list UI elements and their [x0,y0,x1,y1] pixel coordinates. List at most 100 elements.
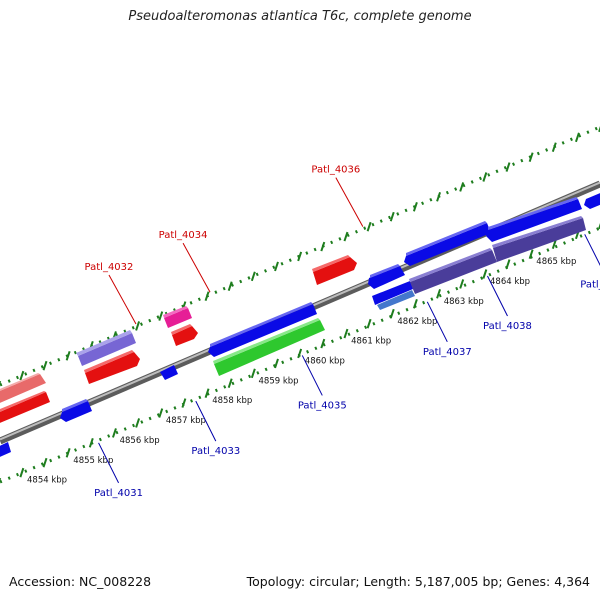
gene-feature-blue-long [404,221,491,266]
gene-label-patl-4031: Patl_4031 [94,488,143,499]
gene-label-patl-4037: Patl_4037 [423,347,472,358]
accession-text: Accession: NC_008228 [9,574,152,589]
major-tick [297,348,303,359]
gene-feature-patl-4033 [160,365,178,380]
major-tick [19,467,25,478]
gene-feature-pink [0,373,46,403]
kbp-tick-label: 4858 kbp [212,396,252,406]
gene-feature-patl-4037 [372,281,415,310]
gene-label-patl-4035: Patl_4035 [298,400,347,411]
major-tick [412,298,418,309]
gene-feature-patl-4036 [312,255,357,285]
major-tick [459,279,465,289]
gene-feature-blue [368,264,405,289]
gene-feature-red-small [171,324,198,346]
kbp-tick-label: 4860 kbp [305,357,345,367]
kbp-tick-label: 4854 kbp [27,476,67,486]
label-leader-line [108,274,137,325]
label-leader-line [98,442,120,484]
kbp-tick-label: 4861 kbp [351,337,391,347]
gene-feature-patl-4039 [492,216,586,262]
major-ticks [0,125,600,482]
gene-feature-blue-long [486,197,582,242]
kbp-tick-label: 4865 kbp [536,257,576,267]
label-leader-line [335,177,364,227]
major-tick [250,271,256,282]
map-title: Pseudoalteromonas atlantica T6c, complet… [128,9,472,24]
major-tick [42,360,48,371]
topology-text: Topology: circular; Length: 5,187,005 bp… [246,574,590,589]
gene-label-patl-4033: Patl_4033 [191,446,240,457]
kbp-tick-label: 4859 kbp [259,376,299,386]
major-tick [459,182,465,192]
major-tick [88,438,94,448]
major-tick [528,249,534,259]
label-leader-line [584,234,600,266]
kbp-tick-label: 4864 kbp [490,277,530,287]
major-tick [112,428,117,438]
major-tick [505,162,511,172]
major-tick [65,350,71,361]
major-tick [528,152,534,162]
major-tick [389,308,395,319]
kbp-tick-label: 4863 kbp [444,297,484,307]
major-tick [274,261,279,272]
gene-labels: Patl_4031 Patl_4032 Patl_4033 Patl_4034 Patl… [85,165,600,499]
major-tick [158,408,164,418]
gene-feature-blue [0,442,11,457]
major-tick [482,172,488,182]
major-tick [343,328,349,339]
major-tick [181,398,187,408]
major-tick [250,368,256,379]
major-tick [551,142,557,153]
gene-feature-patl-4032 [76,330,136,366]
major-tick [135,418,141,428]
major-tick [135,321,141,331]
major-tick [42,457,48,468]
gene-label-patl-4032: Patl_4032 [85,262,134,273]
major-tick [320,338,326,349]
label-leader-line [195,400,217,442]
major-tick [366,221,372,232]
major-tick [158,311,164,321]
major-tick [436,289,441,299]
major-tick [366,318,372,329]
major-tick [227,281,233,292]
outer-tick-track [0,125,600,387]
label-leader-line [426,301,448,343]
major-tick [482,269,488,279]
major-tick [575,132,580,143]
gene-label-patl-4039: Patl_4039 [580,279,600,290]
kbp-labels: 4854 kbp 4855 kbp 4856 kbp 4857 kbp 4858 kbp… [27,257,576,485]
major-tick [204,291,210,301]
gene-feature-red [0,391,50,423]
kbp-tick-label: 4856 kbp [120,436,160,446]
label-leader-line [487,275,508,317]
major-tick [274,358,279,369]
major-tick [227,378,233,389]
gene-feature-patl-4038 [409,248,497,294]
major-tick [551,239,557,250]
gene-feature-patl-4034 [163,306,192,328]
major-tick [297,251,303,262]
gene-feature-blue-long [208,302,317,357]
major-tick [65,447,71,458]
kbp-tick-label: 4862 kbp [397,317,437,327]
major-tick [436,192,441,202]
major-tick [320,241,326,252]
major-tick [505,259,511,269]
major-tick [343,231,349,242]
major-tick [389,211,395,222]
major-tick [19,370,25,381]
label-leader-line [301,355,323,396]
kbp-tick-label: 4855 kbp [73,456,113,466]
gene-label-patl-4038: Patl_4038 [483,321,532,332]
gene-label-patl-4034: Patl_4034 [159,230,208,241]
gene-label-patl-4036: Patl_4036 [311,165,360,176]
gene-feature-blue [60,399,92,422]
major-tick [204,388,210,398]
gene-feature-patl-4035 [213,318,325,376]
label-leader-line [182,242,211,293]
gene-feature-red [84,350,140,384]
